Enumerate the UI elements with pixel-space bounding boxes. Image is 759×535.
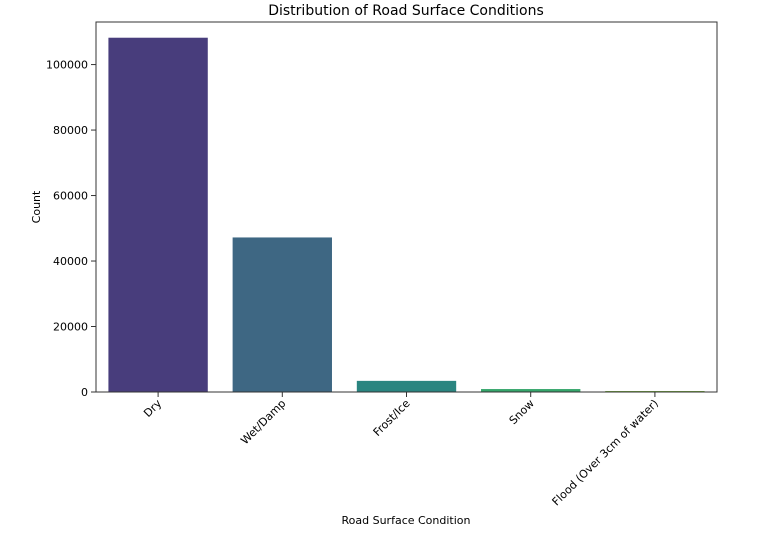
y-tick-label: 0 [81,386,88,399]
bar [232,237,332,392]
y-tick-label: 40000 [53,255,88,268]
plot-area: 0 20000 40000 60000 80000 100000 Dry Wet/Damp Fr… [46,37,705,508]
chart-title: Distribution of Road Surface Conditions [268,3,544,19]
y-axis-label: Count [30,190,43,223]
y-tick-label: 60000 [53,190,88,203]
x-tick-label: Wet/Damp [238,397,288,447]
bar [108,37,208,392]
y-tick-label: 80000 [53,124,88,137]
x-tick-label: Frost/Ice [371,397,413,439]
y-tick-label: 100000 [46,59,88,72]
x-axis-label: Road Surface Condition [342,514,471,527]
y-tick-label: 20000 [53,321,88,334]
x-tick-label: Flood (Over 3cm of water) [550,397,661,508]
plot-frame [95,21,718,393]
bar [356,380,457,392]
bar [481,389,581,392]
x-tick-label: Dry [141,397,164,420]
x-tick-label: Snow [507,397,537,427]
